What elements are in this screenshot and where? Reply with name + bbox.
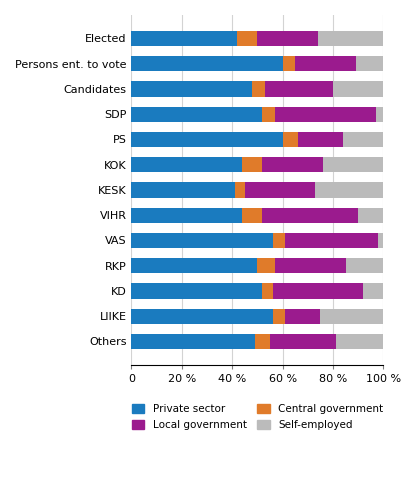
Bar: [298, 132, 343, 147]
Bar: [131, 309, 272, 324]
Bar: [131, 107, 262, 122]
Bar: [131, 132, 282, 147]
Bar: [258, 258, 275, 273]
Bar: [285, 233, 379, 248]
Bar: [131, 208, 242, 223]
Bar: [245, 182, 315, 197]
Bar: [131, 82, 253, 97]
Bar: [318, 31, 384, 46]
Bar: [323, 157, 384, 172]
Bar: [275, 258, 346, 273]
Bar: [131, 182, 235, 197]
Bar: [131, 334, 255, 349]
Bar: [379, 233, 384, 248]
Bar: [235, 182, 245, 197]
Bar: [255, 334, 270, 349]
Bar: [356, 56, 384, 71]
Bar: [336, 334, 384, 349]
Bar: [131, 56, 282, 71]
Bar: [376, 107, 384, 122]
Bar: [131, 31, 237, 46]
Bar: [265, 82, 333, 97]
Bar: [131, 258, 258, 273]
Bar: [343, 132, 384, 147]
Bar: [131, 283, 262, 299]
Bar: [295, 56, 356, 71]
Bar: [272, 283, 363, 299]
Bar: [258, 31, 318, 46]
Bar: [272, 233, 285, 248]
Bar: [131, 233, 272, 248]
Bar: [242, 208, 262, 223]
Bar: [253, 82, 265, 97]
Bar: [262, 208, 358, 223]
Bar: [315, 182, 384, 197]
Bar: [363, 283, 384, 299]
Bar: [285, 309, 320, 324]
Bar: [242, 157, 262, 172]
Bar: [262, 157, 323, 172]
Bar: [282, 56, 295, 71]
Bar: [237, 31, 258, 46]
Bar: [262, 107, 275, 122]
Bar: [131, 157, 242, 172]
Bar: [275, 107, 376, 122]
Bar: [282, 132, 298, 147]
Bar: [270, 334, 336, 349]
Bar: [346, 258, 384, 273]
Bar: [320, 309, 384, 324]
Bar: [333, 82, 384, 97]
Bar: [272, 309, 285, 324]
Bar: [358, 208, 384, 223]
Legend: Private sector, Local government, Central government, Self-employed: Private sector, Local government, Centra…: [128, 400, 387, 434]
Bar: [262, 283, 272, 299]
